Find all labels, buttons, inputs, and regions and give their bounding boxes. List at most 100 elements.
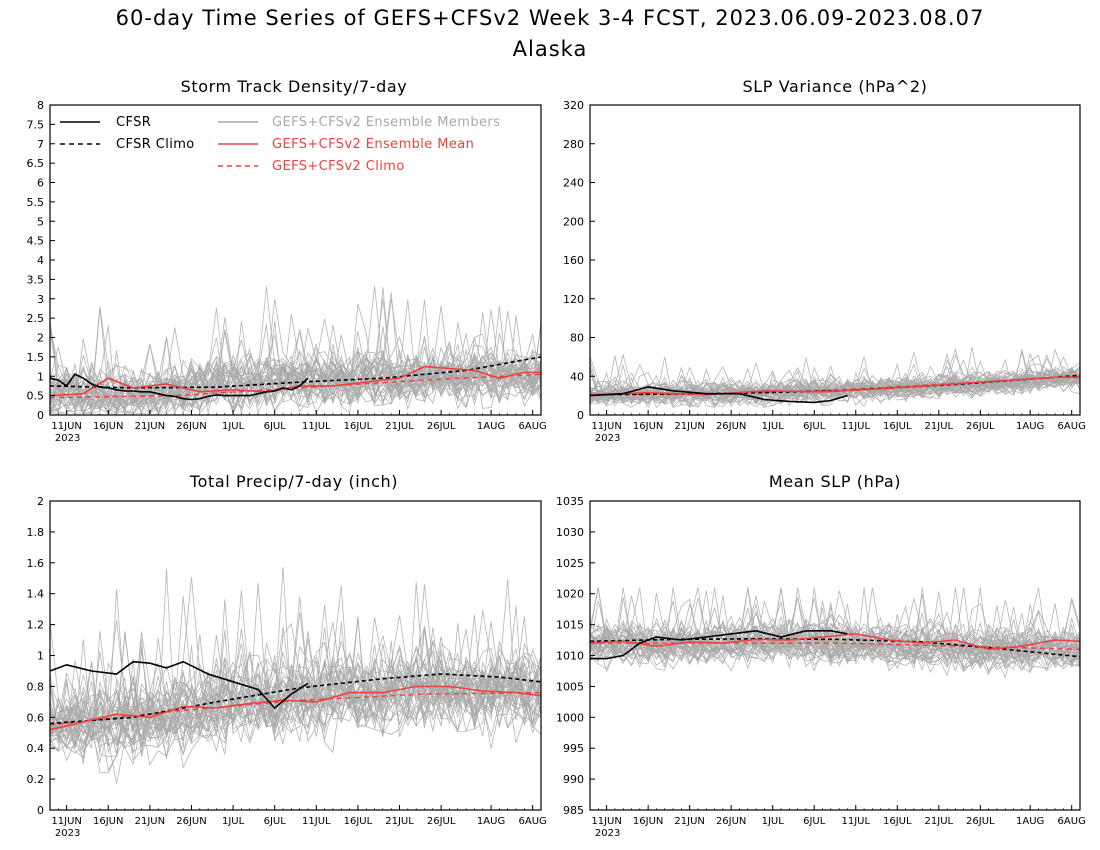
ensemble-member-line bbox=[590, 351, 1080, 409]
y-tick-label: 80 bbox=[570, 332, 584, 345]
plot-area bbox=[50, 566, 541, 784]
y-tick-label: 1015 bbox=[556, 619, 584, 632]
x-tick-label: 6JUL bbox=[803, 421, 826, 432]
ensemble-mean-line bbox=[590, 633, 1080, 651]
y-tick-label: 7 bbox=[37, 138, 44, 151]
panel-slp-variance: SLP Variance (hPa^2) 0 40 80 120 160 200 240 28… bbox=[563, 77, 1086, 444]
y-tick-label: 0.5 bbox=[27, 390, 45, 403]
x-tick-label: 26JUL bbox=[427, 421, 456, 432]
y-tick-label: 0 bbox=[577, 409, 584, 422]
x-tick-label: 26JUN bbox=[716, 421, 746, 432]
legend-label-cfsr-climo: CFSR Climo bbox=[116, 137, 195, 152]
ensemble-member-line bbox=[590, 587, 1080, 672]
x-tick-label: 26JUN bbox=[176, 816, 206, 827]
y-tick-label: 3 bbox=[37, 293, 44, 306]
ensemble-member-line bbox=[50, 320, 541, 415]
ensemble-member-line bbox=[590, 587, 1080, 671]
plot-frame bbox=[49, 500, 542, 811]
ensemble-member-line bbox=[590, 587, 1080, 674]
y-tick-label: 320 bbox=[563, 99, 584, 112]
x-tick-label: 11JUL bbox=[841, 421, 870, 432]
x-tick-label: 11JUN bbox=[591, 816, 621, 827]
ensemble-member-line bbox=[50, 286, 541, 414]
x-tick-label: 21JUL bbox=[385, 421, 414, 432]
x-tick-label: 26JUL bbox=[966, 421, 995, 432]
x-tick-label: 1JUL bbox=[222, 816, 245, 827]
x-tick-label: 6AUG bbox=[1058, 816, 1086, 827]
y-tick-label: 0 bbox=[37, 804, 44, 817]
cfsr-climo-line bbox=[50, 673, 541, 725]
panel-title: Mean SLP (hPa) bbox=[769, 472, 901, 491]
y-tick-label: 1.6 bbox=[27, 557, 45, 570]
y-tick-label: 1020 bbox=[556, 588, 584, 601]
x-tick-label: 21JUN bbox=[135, 816, 165, 827]
y-tick-label: 1.5 bbox=[27, 351, 45, 364]
plot-area bbox=[590, 347, 1080, 409]
panel-title: SLP Variance (hPa^2) bbox=[743, 77, 928, 96]
panel-storm-track-density: Storm Track Density/7-day 0 0.5 1 1.5 2 2.5 3 3… bbox=[27, 77, 547, 444]
y-tick-label: 280 bbox=[563, 138, 584, 151]
ensemble-member-line bbox=[50, 655, 541, 766]
y-tick-label: 120 bbox=[563, 293, 584, 306]
legend: CFSR CFSR Climo GEFS+CFSv2 Ensemble Memb… bbox=[60, 115, 500, 174]
y-tick-label: 160 bbox=[563, 254, 584, 267]
y-tick-label: 4 bbox=[37, 254, 44, 267]
x-tick-label: 16JUL bbox=[883, 816, 912, 827]
legend-label-ens-mean: GEFS+CFSv2 Ensemble Mean bbox=[272, 137, 474, 152]
x-tick-label: 16JUL bbox=[344, 816, 373, 827]
legend-label-gefs-climo: GEFS+CFSv2 Climo bbox=[272, 159, 405, 174]
gefs-climo-line bbox=[590, 642, 1080, 650]
x-tick-label: 1JUL bbox=[222, 421, 245, 432]
ensemble-member-line bbox=[590, 607, 1080, 662]
legend-label-cfsr: CFSR bbox=[116, 115, 151, 130]
ensemble-member-line bbox=[50, 299, 541, 409]
y-tick-label: 7.5 bbox=[27, 118, 45, 131]
cfsr-line bbox=[50, 373, 309, 401]
ensemble-member-line bbox=[590, 367, 1080, 408]
ensemble-member-line bbox=[50, 640, 541, 774]
y-tick-label: 1 bbox=[37, 370, 44, 383]
x-year-label: 2023 bbox=[595, 828, 620, 839]
x-tick-label: 16JUL bbox=[344, 421, 373, 432]
x-tick-label: 26JUL bbox=[966, 816, 995, 827]
y-tick-label: 4.5 bbox=[27, 235, 45, 248]
cfsr-line bbox=[590, 629, 848, 660]
x-tick-label: 21JUL bbox=[925, 421, 954, 432]
y-tick-label: 0.4 bbox=[27, 742, 45, 755]
y-tick-label: 0.8 bbox=[27, 680, 45, 693]
panel-title: Total Precip/7-day (inch) bbox=[189, 472, 398, 491]
y-tick-label: 2 bbox=[37, 332, 44, 345]
cfsr-line bbox=[590, 386, 848, 404]
y-tick-label: 1025 bbox=[556, 557, 584, 570]
legend-label-members: GEFS+CFSv2 Ensemble Members bbox=[272, 115, 500, 130]
y-tick-label: 995 bbox=[563, 742, 584, 755]
y-tick-label: 1.2 bbox=[27, 619, 45, 632]
x-tick-label: 6AUG bbox=[519, 816, 547, 827]
x-tick-label: 11JUN bbox=[591, 421, 621, 432]
ensemble-mean-line bbox=[50, 365, 541, 397]
y-tick-label: 6.5 bbox=[27, 157, 45, 170]
y-tick-label: 5.5 bbox=[27, 196, 45, 209]
y-tick-label: 2.5 bbox=[27, 312, 45, 325]
y-tick-label: 0.2 bbox=[27, 773, 45, 786]
y-tick-label: 985 bbox=[563, 804, 584, 817]
x-tick-label: 1AUG bbox=[1016, 421, 1044, 432]
ensemble-mean-line bbox=[590, 376, 1080, 396]
ensemble-member-line bbox=[50, 615, 541, 744]
ensemble-member-line bbox=[50, 639, 541, 784]
x-tick-label: 11JUL bbox=[841, 816, 870, 827]
x-tick-label: 6AUG bbox=[519, 421, 547, 432]
y-tick-label: 1005 bbox=[556, 680, 584, 693]
x-tick-label: 1JUL bbox=[762, 421, 785, 432]
y-tick-label: 1010 bbox=[556, 650, 584, 663]
y-tick-label: 0 bbox=[37, 409, 44, 422]
y-tick-label: 2 bbox=[37, 495, 44, 508]
plot-frame bbox=[589, 104, 1081, 416]
panel-total-precip: Total Precip/7-day (inch) 0 0.2 0.4 0.6 0.8 1… bbox=[27, 472, 547, 839]
x-tick-label: 11JUN bbox=[51, 421, 81, 432]
ensemble-member-line bbox=[590, 595, 1080, 665]
plot-area bbox=[50, 286, 541, 415]
x-tick-label: 16JUN bbox=[633, 816, 663, 827]
cfsr-line bbox=[50, 660, 309, 710]
